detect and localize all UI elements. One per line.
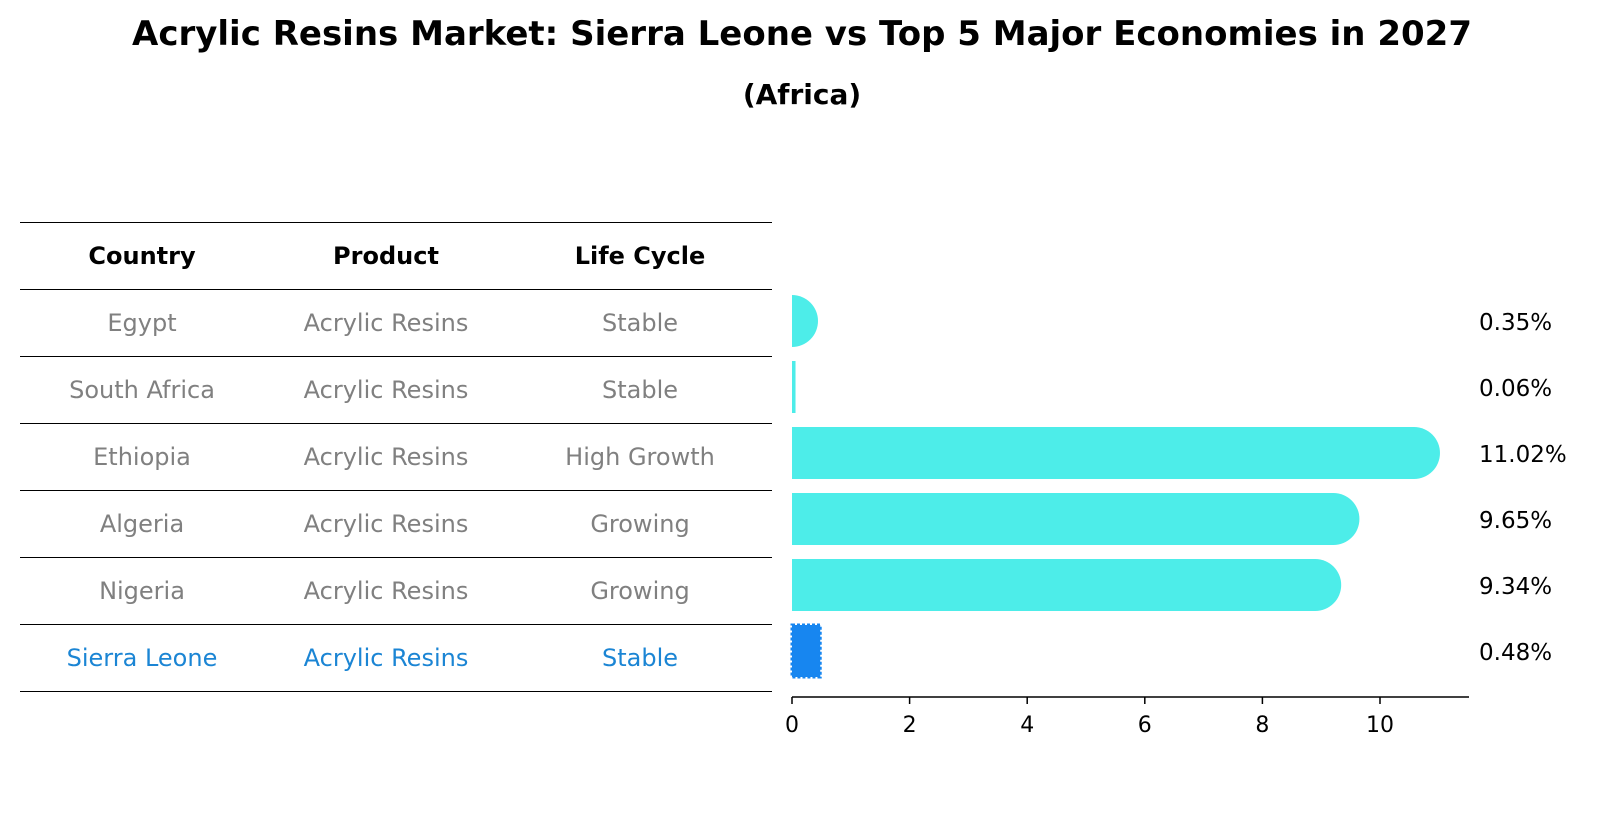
cell-product: Acrylic Resins [264, 423, 508, 491]
bar-value-label: 9.34% [1479, 574, 1552, 600]
cell-life-cycle: Stable [508, 289, 772, 357]
cell-life-cycle: Stable [508, 624, 772, 692]
table-row: Egypt Acrylic Resins Stable [20, 289, 772, 357]
chart-subtitle: (Africa) [742, 78, 862, 111]
x-tick-label: 0 [785, 713, 799, 738]
bar-value-label: 0.06% [1479, 376, 1552, 402]
cell-product: Acrylic Resins [264, 289, 508, 357]
bar-value-label: 9.65% [1479, 508, 1552, 534]
header-life-cycle: Life Cycle [508, 222, 772, 290]
cell-life-cycle: High Growth [508, 423, 772, 491]
cell-country: Algeria [20, 490, 264, 558]
cell-product: Acrylic Resins [264, 557, 508, 625]
cell-life-cycle: Growing [508, 557, 772, 625]
cell-country: Ethiopia [20, 423, 264, 491]
bar [792, 559, 1342, 611]
header-country: Country [20, 222, 264, 290]
bar-value-label: 11.02% [1479, 442, 1567, 468]
table-row: Algeria Acrylic Resins Growing [20, 490, 772, 558]
data-table: Country Product Life Cycle Egypt Acrylic… [20, 222, 772, 692]
cell-product: Acrylic Resins [264, 490, 508, 558]
bar [792, 295, 818, 347]
cell-country: Egypt [20, 289, 264, 357]
bar [790, 623, 822, 679]
cell-life-cycle: Growing [508, 490, 772, 558]
cell-product: Acrylic Resins [264, 624, 508, 692]
x-tick-label: 8 [1255, 713, 1269, 738]
table-row: Nigeria Acrylic Resins Growing [20, 557, 772, 625]
chart-title: Acrylic Resins Market: Sierra Leone vs T… [132, 14, 1472, 54]
cell-country: South Africa [20, 356, 264, 424]
bar [792, 427, 1440, 479]
cell-country: Nigeria [20, 557, 264, 625]
table-header-row: Country Product Life Cycle [20, 222, 772, 290]
header-product: Product [264, 222, 508, 290]
x-tick-label: 6 [1138, 713, 1152, 738]
bar [792, 493, 1360, 545]
table-row-highlight: Sierra Leone Acrylic Resins Stable [20, 624, 772, 692]
table-row: Ethiopia Acrylic Resins High Growth [20, 423, 772, 491]
table-row: South Africa Acrylic Resins Stable [20, 356, 772, 424]
x-tick-label: 2 [903, 713, 917, 738]
cell-country: Sierra Leone [20, 624, 264, 692]
bar-value-label: 0.35% [1479, 310, 1552, 336]
cell-product: Acrylic Resins [264, 356, 508, 424]
bar [792, 361, 796, 413]
x-tick-label: 4 [1020, 713, 1034, 738]
bar-value-label: 0.48% [1479, 640, 1552, 666]
x-tick-label: 10 [1366, 713, 1394, 738]
